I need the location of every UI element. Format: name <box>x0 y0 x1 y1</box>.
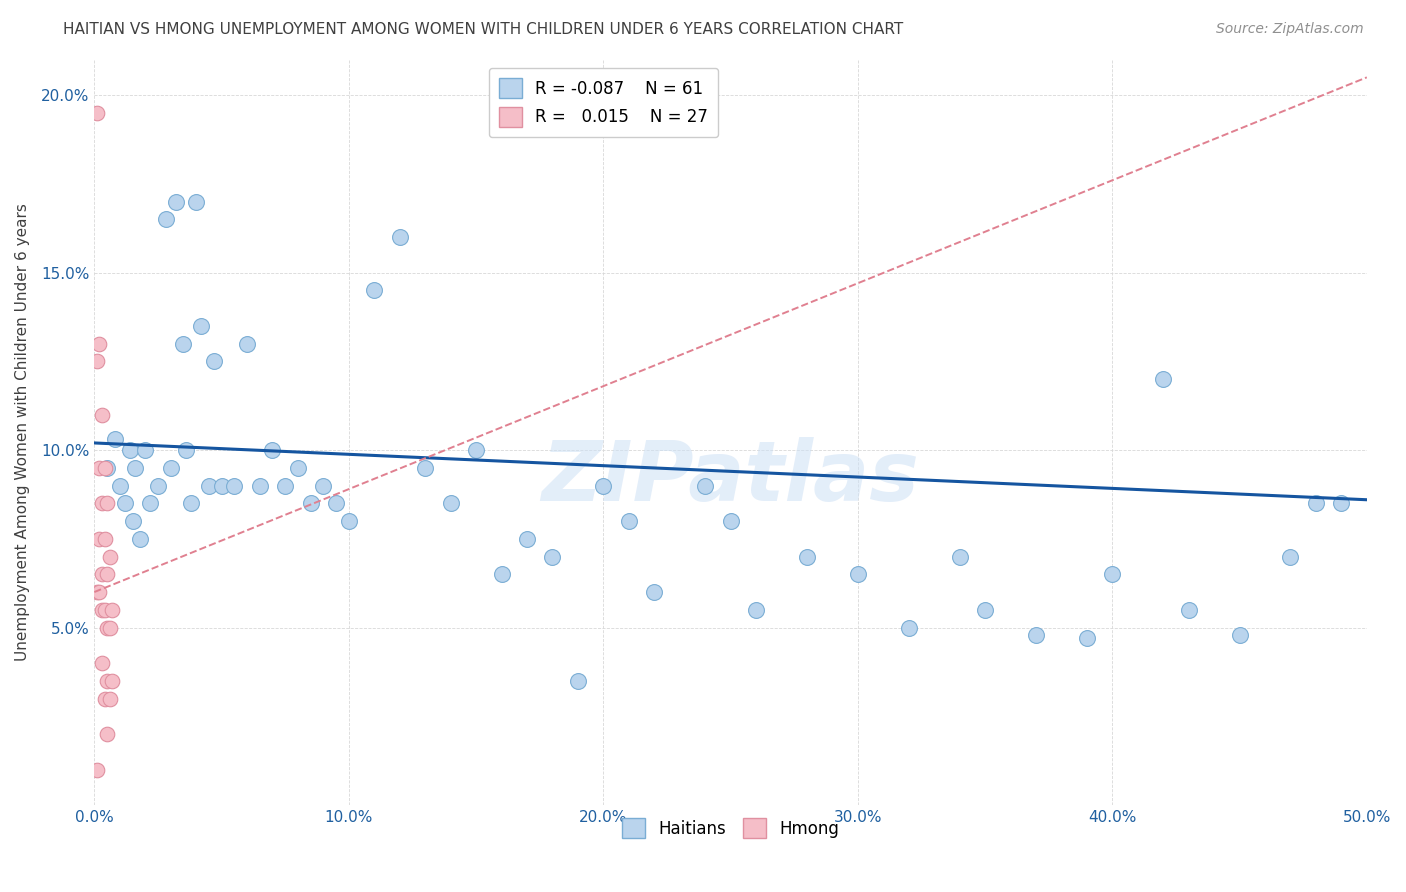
Point <box>124 460 146 475</box>
Point <box>299 496 322 510</box>
Point <box>121 514 143 528</box>
Text: ZIPatlas: ZIPatlas <box>541 436 920 517</box>
Point <box>89 460 111 475</box>
Point <box>93 532 115 546</box>
Point <box>101 673 124 688</box>
Point <box>617 514 640 528</box>
Point <box>388 230 411 244</box>
Point <box>516 532 538 546</box>
Point <box>949 549 972 564</box>
Point <box>1330 496 1353 510</box>
Point <box>312 478 335 492</box>
Point <box>165 194 187 209</box>
Point <box>465 443 488 458</box>
Point <box>1152 372 1174 386</box>
Point <box>325 496 347 510</box>
Point <box>1025 627 1047 641</box>
Point <box>93 460 115 475</box>
Point <box>96 567 118 582</box>
Point <box>643 585 665 599</box>
Point <box>86 585 108 599</box>
Point <box>98 691 121 706</box>
Point <box>491 567 513 582</box>
Point <box>104 433 127 447</box>
Point <box>1076 631 1098 645</box>
Legend: Haitians, Hmong: Haitians, Hmong <box>614 812 846 845</box>
Point <box>89 585 111 599</box>
Point <box>96 460 118 475</box>
Point <box>974 603 997 617</box>
Point <box>86 106 108 120</box>
Point <box>695 478 717 492</box>
Point <box>262 443 284 458</box>
Point <box>118 443 141 458</box>
Point <box>440 496 463 510</box>
Point <box>134 443 156 458</box>
Point <box>745 603 768 617</box>
Point <box>287 460 309 475</box>
Point <box>211 478 233 492</box>
Point <box>592 478 614 492</box>
Point <box>96 727 118 741</box>
Point <box>98 621 121 635</box>
Point <box>274 478 297 492</box>
Point <box>98 549 121 564</box>
Point <box>159 460 181 475</box>
Point <box>146 478 169 492</box>
Point <box>363 283 385 297</box>
Point <box>249 478 271 492</box>
Point <box>720 514 742 528</box>
Point <box>174 443 197 458</box>
Point <box>91 567 114 582</box>
Point <box>86 763 108 777</box>
Point <box>567 673 589 688</box>
Point <box>1305 496 1327 510</box>
Point <box>846 567 869 582</box>
Point <box>796 549 818 564</box>
Point <box>236 336 259 351</box>
Point <box>93 691 115 706</box>
Point <box>96 621 118 635</box>
Point <box>190 318 212 333</box>
Point <box>114 496 136 510</box>
Point <box>198 478 221 492</box>
Point <box>897 621 920 635</box>
Point <box>139 496 162 510</box>
Point <box>108 478 131 492</box>
Point <box>86 354 108 368</box>
Point <box>1177 603 1199 617</box>
Point <box>129 532 152 546</box>
Text: Source: ZipAtlas.com: Source: ZipAtlas.com <box>1216 22 1364 37</box>
Point <box>101 603 124 617</box>
Point <box>89 336 111 351</box>
Point <box>1101 567 1123 582</box>
Point <box>202 354 225 368</box>
Point <box>96 673 118 688</box>
Point <box>91 496 114 510</box>
Point <box>155 212 177 227</box>
Point <box>91 656 114 670</box>
Point <box>413 460 436 475</box>
Point <box>541 549 564 564</box>
Point <box>1279 549 1302 564</box>
Text: HAITIAN VS HMONG UNEMPLOYMENT AMONG WOMEN WITH CHILDREN UNDER 6 YEARS CORRELATIO: HAITIAN VS HMONG UNEMPLOYMENT AMONG WOME… <box>63 22 904 37</box>
Point <box>93 603 115 617</box>
Point <box>172 336 194 351</box>
Point <box>91 408 114 422</box>
Point <box>89 532 111 546</box>
Point <box>180 496 202 510</box>
Point <box>91 603 114 617</box>
Point <box>224 478 246 492</box>
Y-axis label: Unemployment Among Women with Children Under 6 years: Unemployment Among Women with Children U… <box>15 203 30 661</box>
Point <box>96 496 118 510</box>
Point <box>186 194 208 209</box>
Point <box>1229 627 1251 641</box>
Point <box>337 514 360 528</box>
